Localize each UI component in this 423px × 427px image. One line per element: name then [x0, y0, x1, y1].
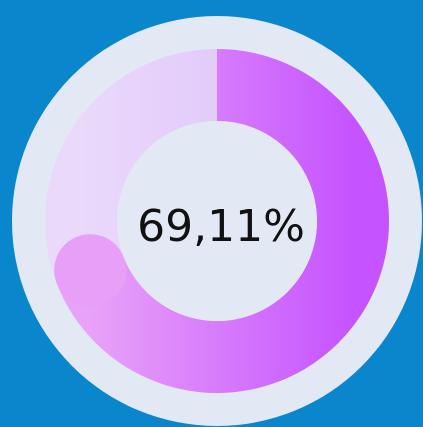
inner-disc: [117, 121, 317, 321]
progress-arc-group: [54, 49, 389, 393]
progress-arc-cap: [54, 234, 127, 307]
progress-label: 69,11%: [137, 201, 305, 252]
progress-arc: [56, 49, 389, 393]
